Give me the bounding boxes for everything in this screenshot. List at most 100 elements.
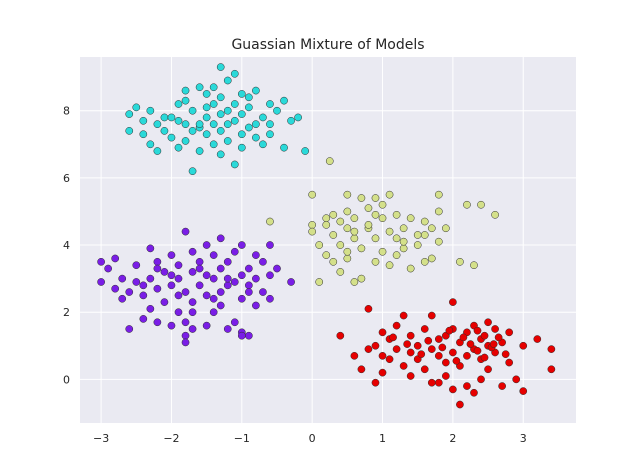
data-point <box>252 86 260 95</box>
data-point <box>230 318 239 327</box>
data-point <box>139 130 148 139</box>
data-point <box>329 231 338 239</box>
data-point <box>336 217 345 226</box>
data-point <box>153 257 162 266</box>
data-point <box>174 100 183 108</box>
data-point <box>125 325 134 333</box>
data-point <box>174 291 183 300</box>
data-point <box>322 214 331 223</box>
y-tick-label: 2 <box>63 306 70 319</box>
data-point <box>378 351 387 360</box>
data-point <box>209 274 218 283</box>
data-point <box>399 362 408 370</box>
data-point <box>547 365 556 374</box>
data-point <box>160 298 169 306</box>
data-point <box>132 103 141 112</box>
data-point <box>245 264 253 273</box>
data-point <box>350 234 359 243</box>
data-point <box>230 247 239 256</box>
data-point <box>378 368 387 377</box>
data-point <box>216 301 225 310</box>
data-point <box>385 261 394 270</box>
data-point <box>202 130 211 139</box>
x-tick-label: −3 <box>93 432 109 445</box>
data-point <box>343 190 352 199</box>
data-point <box>252 120 260 129</box>
data-point <box>378 200 387 209</box>
data-point <box>237 143 246 152</box>
data-point <box>209 308 218 317</box>
data-point <box>456 257 464 266</box>
data-point <box>216 93 225 102</box>
data-point <box>223 274 232 283</box>
data-point <box>441 372 450 380</box>
data-point <box>216 110 225 118</box>
data-point <box>160 113 169 122</box>
data-point <box>237 294 246 303</box>
data-point <box>480 353 489 362</box>
data-point <box>287 116 295 125</box>
data-point <box>463 351 471 360</box>
data-point <box>153 318 162 327</box>
data-point <box>449 385 457 394</box>
data-point <box>547 345 556 353</box>
data-point <box>406 214 415 223</box>
data-point <box>399 237 408 246</box>
y-tick-label: 8 <box>63 105 70 118</box>
data-point <box>245 103 253 112</box>
x-tick-label: 3 <box>520 432 527 445</box>
data-point <box>181 331 190 340</box>
data-point <box>181 288 190 296</box>
data-point <box>434 335 443 343</box>
data-point <box>160 127 169 135</box>
data-point <box>266 241 274 249</box>
data-point <box>174 143 183 152</box>
data-point <box>202 291 211 300</box>
data-point <box>392 345 401 353</box>
data-point <box>167 251 176 259</box>
data-point <box>470 388 478 397</box>
data-point <box>392 210 401 219</box>
data-point <box>417 350 426 359</box>
data-point <box>216 288 225 296</box>
data-point <box>406 264 415 273</box>
data-point <box>498 382 506 390</box>
data-point <box>505 358 514 367</box>
data-point <box>519 387 528 395</box>
data-point <box>125 127 134 135</box>
data-point <box>484 318 492 327</box>
data-point <box>441 358 450 367</box>
data-point <box>266 271 274 280</box>
y-tick-label: 6 <box>63 172 70 185</box>
data-point <box>118 294 127 303</box>
data-point <box>273 264 281 273</box>
data-point <box>153 284 162 293</box>
x-tick-label: 0 <box>309 432 316 445</box>
data-point <box>252 274 260 283</box>
data-point <box>167 281 176 290</box>
data-point <box>413 241 422 249</box>
data-point <box>441 224 450 233</box>
data-point <box>463 382 471 390</box>
data-point <box>438 343 447 352</box>
data-point <box>491 325 499 333</box>
data-point <box>209 83 218 92</box>
data-point <box>146 244 155 253</box>
data-point <box>322 221 331 229</box>
data-point <box>449 298 457 306</box>
x-tick-label: −2 <box>163 432 179 445</box>
x-tick-label: 1 <box>379 432 386 445</box>
data-point <box>167 133 176 142</box>
data-point <box>350 214 359 223</box>
data-point <box>427 224 436 233</box>
data-point <box>480 331 489 340</box>
data-point <box>202 90 211 98</box>
data-point <box>245 288 253 296</box>
data-point <box>378 214 387 223</box>
data-point <box>343 247 352 256</box>
data-point <box>266 294 274 303</box>
data-point <box>167 113 176 122</box>
data-point <box>403 340 411 348</box>
data-points-layer <box>97 63 556 409</box>
